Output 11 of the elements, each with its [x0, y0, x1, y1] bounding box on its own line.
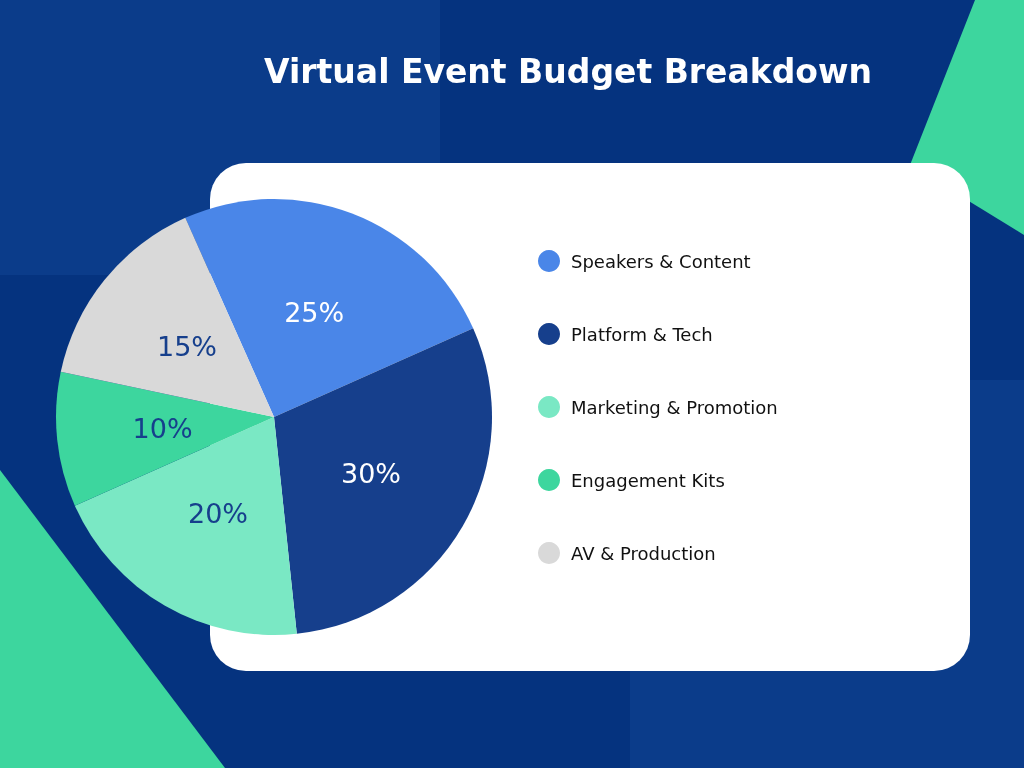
data-label: 20% — [187, 498, 249, 530]
legend-label: Platform & Tech — [571, 323, 713, 345]
legend-label: Speakers & Content — [571, 250, 751, 272]
legend-label: Engagement Kits — [571, 469, 725, 491]
legend-label: AV & Production — [571, 542, 716, 564]
data-label: 10% — [132, 413, 193, 445]
legend-label: Marketing & Promotion — [571, 396, 778, 418]
data-label: 25% — [284, 296, 345, 328]
data-label: 30% — [340, 457, 401, 489]
chart-title: Virtual Event Budget Breakdown — [264, 52, 872, 91]
data-label: 15% — [156, 331, 217, 363]
